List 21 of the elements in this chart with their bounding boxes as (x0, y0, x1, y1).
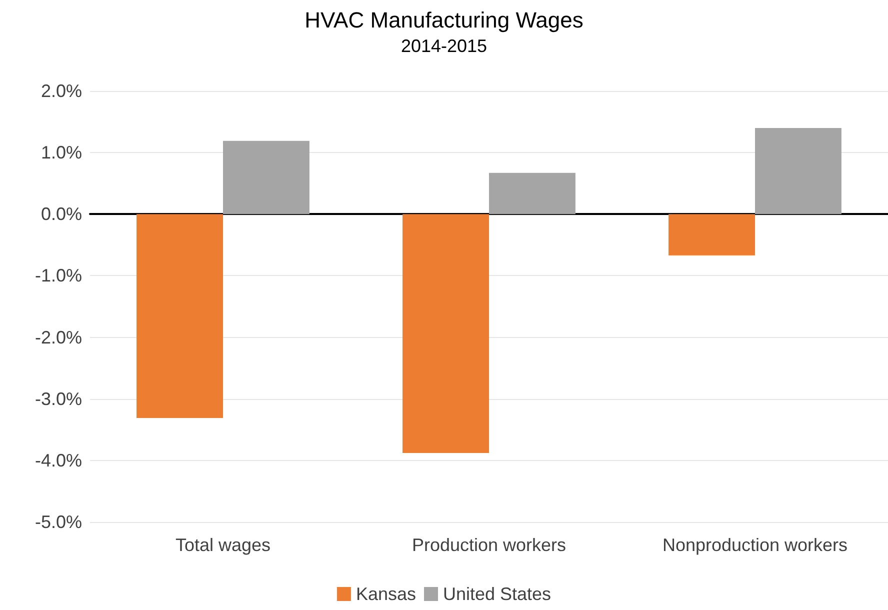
y-tick-label: 2.0% (40, 81, 82, 101)
y-tick-label: -4.0% (34, 450, 82, 470)
x-tick-label: Nonproduction workers (662, 535, 848, 555)
y-tick-label: -5.0% (34, 512, 82, 532)
legend-label: United States (442, 584, 552, 604)
y-tick-label: 1.0% (40, 142, 82, 163)
y-tick-label: -3.0% (34, 388, 82, 409)
bar (136, 214, 223, 418)
bar (668, 214, 755, 256)
chart-subtitle: 2014-2015 (400, 36, 488, 56)
x-tick-label: Production workers (412, 535, 566, 555)
bar (402, 214, 489, 454)
x-tick-label: Total wages (175, 535, 271, 555)
legend-label: Kansas (356, 584, 416, 604)
bar (489, 172, 576, 214)
y-tick-label: 0.0% (40, 204, 82, 224)
y-tick-label: -1.0% (34, 266, 82, 286)
bar (223, 140, 310, 214)
bar (755, 128, 842, 214)
chart-title: HVAC Manufacturing Wages (304, 8, 584, 32)
y-tick-label: -2.0% (34, 327, 82, 348)
